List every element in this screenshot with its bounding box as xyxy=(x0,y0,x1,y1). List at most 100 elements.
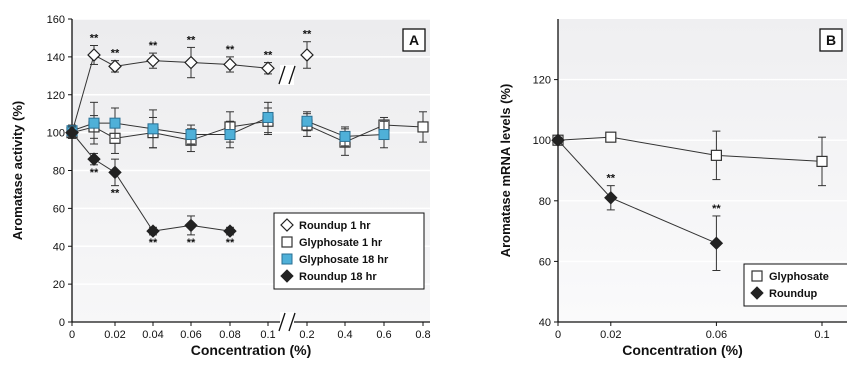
axis-break-slash xyxy=(288,312,296,332)
series-line xyxy=(306,124,346,143)
axis-break xyxy=(278,312,296,332)
x-tick-label: 0.1 xyxy=(260,329,275,341)
y-tick-label: 100 xyxy=(533,135,551,147)
data-point xyxy=(87,48,101,62)
data-point xyxy=(604,191,618,205)
panel-letter: B xyxy=(826,32,836,48)
series-line xyxy=(71,132,95,160)
x-tick-label: 0.02 xyxy=(600,329,621,341)
y-tick-label: 80 xyxy=(53,166,65,178)
x-tick-label: 0.02 xyxy=(104,329,125,341)
series-1: ** ** xyxy=(551,133,724,271)
data-point xyxy=(108,59,122,74)
x-tick-label: 0.1 xyxy=(814,329,829,341)
series-line xyxy=(114,132,154,139)
y-tick-label: 160 xyxy=(47,14,65,26)
data-point xyxy=(65,125,79,140)
axis-break-slash xyxy=(278,65,286,85)
y-tick-label: 120 xyxy=(47,90,65,102)
legend-label: Glyphosate 1 hr xyxy=(299,237,383,249)
series-line xyxy=(114,122,154,130)
series-line xyxy=(383,124,424,128)
y-tick-label: 40 xyxy=(539,317,551,329)
series-line xyxy=(716,154,823,162)
significance-mark: ** xyxy=(149,237,158,249)
series-line xyxy=(152,128,192,136)
legend-marker xyxy=(281,253,293,265)
panel-a: 0 20 40 60 80 100 120 140 160 0 0.02 0.04 0.06 0.08 0.… xyxy=(10,14,431,358)
data-point xyxy=(184,55,198,70)
data-point xyxy=(147,123,159,135)
series-3: ** ** ** ** ** xyxy=(65,125,237,249)
series-line xyxy=(557,139,612,199)
y-tick-label: 60 xyxy=(53,203,65,215)
x-tick-label: 0 xyxy=(555,329,561,341)
series-line xyxy=(229,63,269,69)
legend-marker xyxy=(281,236,293,248)
legend-marker xyxy=(280,269,294,283)
x-tick-label: 0.4 xyxy=(337,329,352,341)
y-tick-label: 40 xyxy=(53,241,65,253)
data-point xyxy=(339,130,351,142)
data-point xyxy=(417,121,429,133)
significance-mark: ** xyxy=(149,40,158,52)
axis-break-slash xyxy=(288,65,296,85)
significance-mark: ** xyxy=(264,50,273,62)
y-tick-label: 80 xyxy=(539,196,551,208)
data-point xyxy=(185,129,197,141)
series-line xyxy=(190,224,231,232)
significance-mark: ** xyxy=(187,34,196,46)
significance-mark: ** xyxy=(90,167,99,179)
legend-marker xyxy=(751,270,763,282)
legend-label: Roundup 1 hr xyxy=(299,220,371,232)
series-line xyxy=(152,132,192,141)
series-0: ** ** ** ** ** ** ** xyxy=(65,29,314,140)
y-tick-label: 120 xyxy=(533,75,551,87)
legend: Roundup 1 hr Glyphosate 1 hr Glyphosate 18… xyxy=(273,212,425,290)
data-point xyxy=(109,117,121,129)
data-point xyxy=(261,61,275,76)
series-line xyxy=(229,117,269,135)
data-point xyxy=(146,53,160,68)
significance-mark: ** xyxy=(187,237,196,249)
significance-mark: ** xyxy=(111,188,120,200)
legend-label: Roundup 18 hr xyxy=(299,271,377,283)
legend-label: Roundup xyxy=(769,288,818,300)
data-point xyxy=(88,117,100,129)
x-tick-label: 0.06 xyxy=(180,329,201,341)
significance-mark: ** xyxy=(607,173,616,185)
x-tick-label: 0.8 xyxy=(415,329,430,341)
series-line xyxy=(344,124,385,143)
data-point xyxy=(87,152,101,166)
data-point xyxy=(710,149,723,161)
data-point xyxy=(108,165,122,180)
data-point xyxy=(551,133,565,147)
panel-letter-box xyxy=(819,28,843,52)
x-tick-label: 0.04 xyxy=(142,329,163,341)
series-line xyxy=(557,136,611,141)
x-axis-label: Concentration (%) xyxy=(191,342,312,358)
data-point xyxy=(605,131,617,143)
series-line xyxy=(610,136,717,156)
series-line xyxy=(229,120,269,128)
legend-marker xyxy=(280,218,294,232)
panel-letter: A xyxy=(409,32,419,48)
data-point xyxy=(146,224,160,238)
data-point xyxy=(378,129,390,141)
x-tick-label: 0.08 xyxy=(219,329,240,341)
axis-break xyxy=(278,65,296,85)
y-tick-label: 60 xyxy=(539,256,551,268)
data-point xyxy=(709,236,724,250)
significance-mark: ** xyxy=(226,44,235,56)
series-line xyxy=(306,120,346,137)
significance-mark: ** xyxy=(303,29,312,41)
x-tick-label: 0.6 xyxy=(376,329,391,341)
legend: Glyphosate Roundup xyxy=(743,263,847,307)
panel-letter-box xyxy=(402,28,426,52)
data-point xyxy=(224,129,236,141)
x-tick-label: 0.2 xyxy=(299,329,314,341)
series-line xyxy=(344,134,385,137)
legend-label: Glyphosate xyxy=(769,271,829,283)
significance-mark: ** xyxy=(226,237,235,249)
